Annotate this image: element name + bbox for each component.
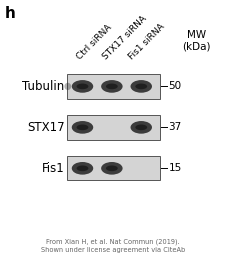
Ellipse shape [76,165,88,171]
Ellipse shape [76,83,88,89]
Text: 15: 15 [168,163,181,173]
Text: Tubulin: Tubulin [22,80,64,93]
Ellipse shape [130,121,151,134]
Text: From Xian H, et al. Nat Commun (2019).
Shown under license agreement via CiteAb: From Xian H, et al. Nat Commun (2019). S… [41,239,184,253]
Ellipse shape [76,124,88,130]
Ellipse shape [64,83,71,90]
Text: 50: 50 [168,81,181,91]
Text: STX17: STX17 [27,121,64,134]
Text: Fis1: Fis1 [41,162,64,175]
Ellipse shape [101,162,122,175]
Bar [66,156,160,180]
Bar [66,74,160,99]
Ellipse shape [71,162,93,175]
Ellipse shape [135,83,146,89]
Text: h: h [4,6,15,22]
Text: STX17 siRNA: STX17 siRNA [100,14,147,61]
Text: MW
(kDa): MW (kDa) [182,30,210,51]
Bar [66,115,160,140]
Ellipse shape [101,80,122,93]
Ellipse shape [130,80,151,93]
Text: Ctrl siRNA: Ctrl siRNA [74,23,113,61]
Ellipse shape [106,83,117,89]
Text: Fis1 siRNA: Fis1 siRNA [126,22,165,61]
Ellipse shape [71,80,93,93]
Ellipse shape [106,165,117,171]
Text: 37: 37 [168,122,181,132]
Ellipse shape [135,124,146,130]
Ellipse shape [71,121,93,134]
